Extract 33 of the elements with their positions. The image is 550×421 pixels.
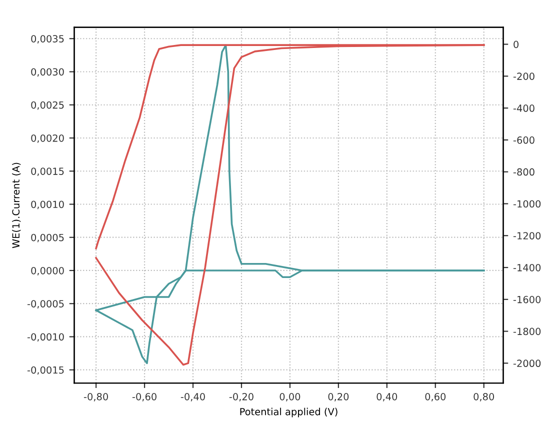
y-tick-label: 0,0035 — [31, 35, 64, 44]
y2-tick-label: -600 — [513, 136, 534, 144]
y-tick-label: 0,0015 — [31, 168, 64, 176]
y-axis-title: WE(1).Current (A) — [12, 162, 21, 248]
y2-tick-label: -2000 — [513, 360, 541, 368]
x-tick-label: -0,20 — [229, 393, 254, 402]
x-tick-label: -0,40 — [180, 393, 205, 402]
y2-tick-label: -200 — [513, 72, 534, 80]
y2-tick-label: -1800 — [513, 328, 541, 336]
y2-tick-label: -400 — [513, 104, 534, 112]
y-tick-label: 0,0030 — [31, 68, 64, 77]
y-tick-label: 0,0005 — [31, 234, 64, 242]
y-tick-label: 0,0000 — [31, 266, 64, 276]
x-tick-label: 0,40 — [376, 393, 398, 402]
y2-tick-label: -800 — [513, 168, 534, 176]
y-tick-label: -0,0010 — [27, 333, 64, 342]
y2-tick-label: 0 — [514, 40, 519, 48]
x-tick-label: 0,20 — [328, 393, 349, 402]
y-tick-label: 0,0010 — [31, 200, 64, 210]
x-tick-label: -0,60 — [132, 393, 156, 402]
y-tick-label: -0,0005 — [27, 300, 64, 308]
x-tick-label: 0,00 — [280, 393, 300, 402]
y2-tick-label: -1200 — [513, 232, 541, 240]
x-tick-label: 0,60 — [425, 393, 446, 402]
y2-tick-label: -1600 — [513, 296, 541, 304]
y2-tick-label: -1400 — [513, 264, 541, 272]
y-tick-label: 0,0020 — [31, 134, 64, 143]
y-tick-label: -0,0015 — [27, 366, 64, 375]
x-tick-label: -0,80 — [84, 393, 108, 402]
y-tick-label: 0,0025 — [31, 101, 64, 110]
y2-tick-label: -1000 — [513, 200, 541, 208]
x-axis-title: Potential applied (V) — [240, 408, 338, 418]
x-tick-label: 0,80 — [474, 393, 494, 402]
